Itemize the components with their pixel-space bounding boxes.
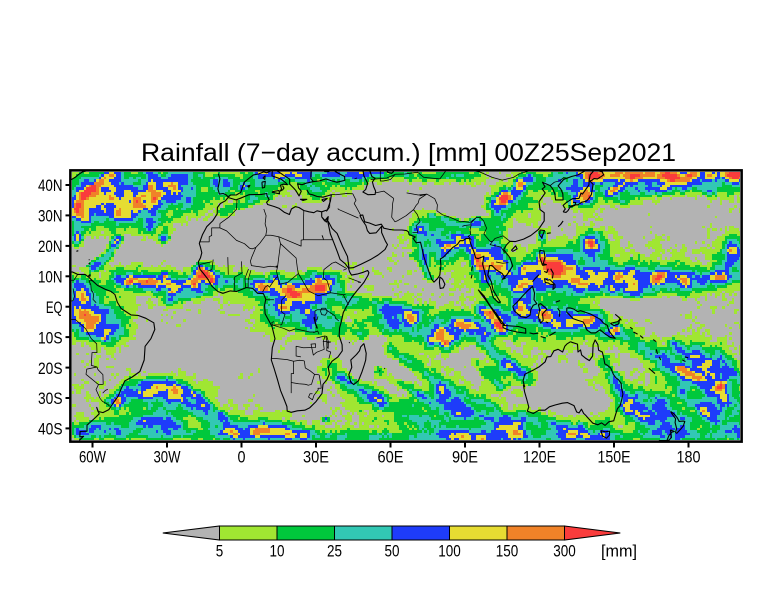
svg-text:[mm]: [mm] bbox=[601, 542, 637, 561]
svg-text:40N: 40N bbox=[38, 176, 63, 195]
svg-text:30N: 30N bbox=[38, 207, 63, 226]
svg-text:30S: 30S bbox=[38, 389, 63, 408]
svg-text:30W: 30W bbox=[154, 448, 181, 467]
svg-text:20N: 20N bbox=[38, 237, 63, 256]
svg-text:100: 100 bbox=[438, 542, 461, 561]
svg-text:10S: 10S bbox=[38, 328, 63, 347]
svg-text:10N: 10N bbox=[38, 268, 63, 287]
svg-text:0: 0 bbox=[238, 448, 246, 467]
svg-text:25: 25 bbox=[327, 542, 342, 561]
svg-text:150E: 150E bbox=[598, 448, 631, 467]
svg-text:EQ: EQ bbox=[46, 298, 63, 317]
svg-text:150: 150 bbox=[496, 542, 519, 561]
svg-text:60W: 60W bbox=[79, 448, 106, 467]
svg-text:30E: 30E bbox=[303, 448, 329, 467]
svg-text:50: 50 bbox=[385, 542, 400, 561]
svg-text:5: 5 bbox=[216, 542, 224, 561]
svg-text:60E: 60E bbox=[378, 448, 404, 467]
svg-text:120E: 120E bbox=[523, 448, 556, 467]
svg-text:20S: 20S bbox=[38, 359, 63, 378]
svg-text:10: 10 bbox=[270, 542, 285, 561]
svg-text:90E: 90E bbox=[452, 448, 478, 467]
svg-text:300: 300 bbox=[553, 542, 576, 561]
svg-text:180: 180 bbox=[677, 448, 701, 467]
svg-text:Rainfall (7−day accum.) [mm] 0: Rainfall (7−day accum.) [mm] 00Z25Sep202… bbox=[141, 139, 676, 167]
svg-text:40S: 40S bbox=[38, 420, 63, 439]
